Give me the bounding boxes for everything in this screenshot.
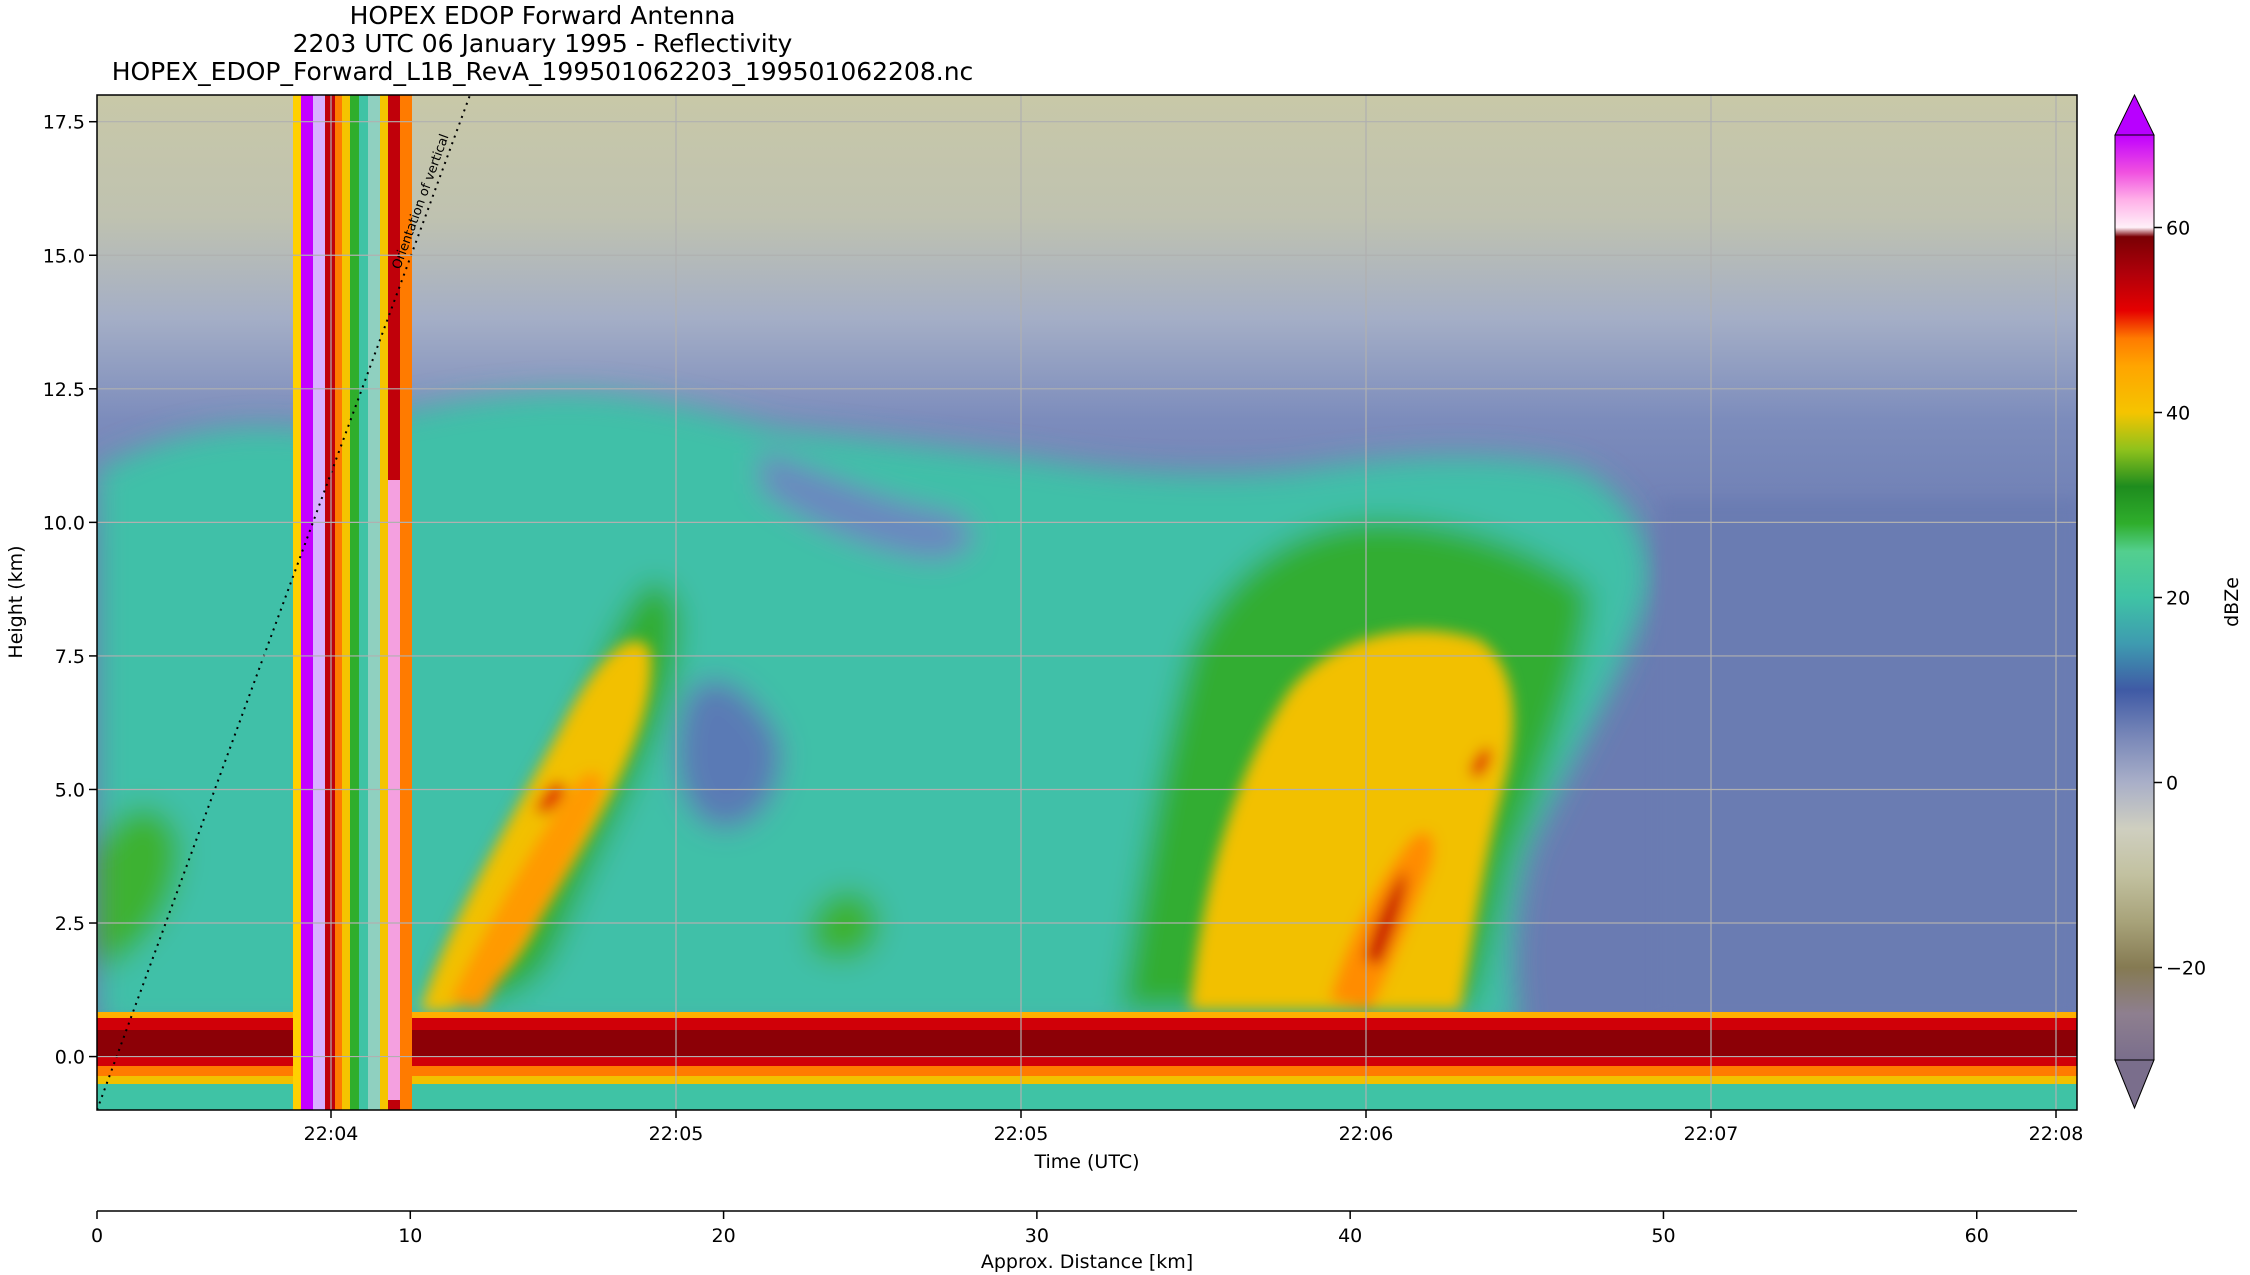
x-tick-label: 22:07: [1684, 1123, 1739, 1145]
artifact-columns: [293, 95, 412, 1110]
x-tick-label: 22:04: [304, 1123, 359, 1145]
grid-lines: [97, 95, 2077, 1110]
y-tick-label: 5.0: [55, 779, 85, 801]
y-tick-label: 12.5: [43, 379, 85, 401]
yellow-core: [1190, 630, 1514, 1010]
colorbar-extend-top: [2114, 93, 2155, 136]
colorbar: −20 0 20 40 60 dBZe: [2114, 93, 2243, 1110]
colorbar-label: dBZe: [2221, 577, 2243, 627]
colorbar-ticks: −20 0 20 40 60: [2154, 218, 2206, 980]
colorbar-extend-bottom: [2114, 1059, 2155, 1110]
orange-core: [450, 771, 603, 1010]
y-tick-label: 0.0: [55, 1047, 85, 1069]
x-tick-label: 22:05: [649, 1123, 704, 1145]
red-core: [1365, 870, 1406, 965]
y-tick-label: 17.5: [43, 112, 85, 134]
y-tick-label: 15.0: [43, 245, 85, 267]
bright-band: [97, 1012, 2077, 1110]
clear-region: [1660, 500, 2077, 1020]
reflectivity-field: Orientation of vertical: [97, 95, 2077, 1110]
x-tick-label: 22:05: [994, 1123, 1049, 1145]
distance-tick-label: 50: [1651, 1225, 1675, 1247]
yellow-core: [420, 641, 652, 1012]
y-tick-label: 7.5: [55, 646, 85, 668]
colorbar-tick-label: 20: [2166, 588, 2190, 610]
distance-axis: 0 10 20 30 40 50 60: [91, 1211, 1989, 1247]
distance-axis-label: Approx. Distance [km]: [981, 1251, 1193, 1273]
chart-title-line-2: 2203 UTC 06 January 1995 - Reflectivity: [292, 29, 793, 58]
green-core: [97, 807, 181, 970]
distance-tick-label: 40: [1338, 1225, 1362, 1247]
red-core: [1470, 747, 1491, 778]
x-axis: 22:04 22:05 22:05 22:06 22:07 22:08: [304, 1110, 2084, 1145]
y-tick-label: 10.0: [43, 512, 85, 534]
blue-pocket: [676, 679, 782, 829]
distance-tick-label: 20: [711, 1225, 735, 1247]
colorbar-tick-label: −20: [2166, 958, 2206, 980]
y-axis-label: Height (km): [5, 545, 27, 658]
y-tick-label: 2.5: [55, 913, 85, 935]
distance-tick-label: 30: [1025, 1225, 1049, 1247]
chart-title-line-1: HOPEX EDOP Forward Antenna: [349, 1, 736, 30]
plot-frame: [96, 94, 2078, 1111]
colorbar-tick-label: 0: [2166, 773, 2178, 795]
colorbar-gradient: [2114, 134, 2155, 1061]
y-axis: 0.0 2.5 5.0 7.5 10.0 12.5 15.0 17.5: [43, 112, 97, 1069]
colorbar-tick-label: 40: [2166, 403, 2190, 425]
x-tick-label: 22:06: [1339, 1123, 1394, 1145]
orientation-line: [97, 95, 471, 1110]
blue-pocket: [760, 450, 973, 560]
x-axis-label: Time (UTC): [1033, 1151, 1139, 1173]
colorbar-tick-label: 60: [2166, 218, 2190, 240]
distance-tick-label: 10: [398, 1225, 422, 1247]
x-tick-label: 22:08: [2029, 1123, 2084, 1145]
chart-title-line-3: HOPEX_EDOP_Forward_L1B_RevA_199501062203…: [111, 57, 974, 86]
green-core: [810, 890, 880, 960]
distance-tick-label: 60: [1965, 1225, 1989, 1247]
distance-tick-label: 0: [91, 1225, 103, 1247]
